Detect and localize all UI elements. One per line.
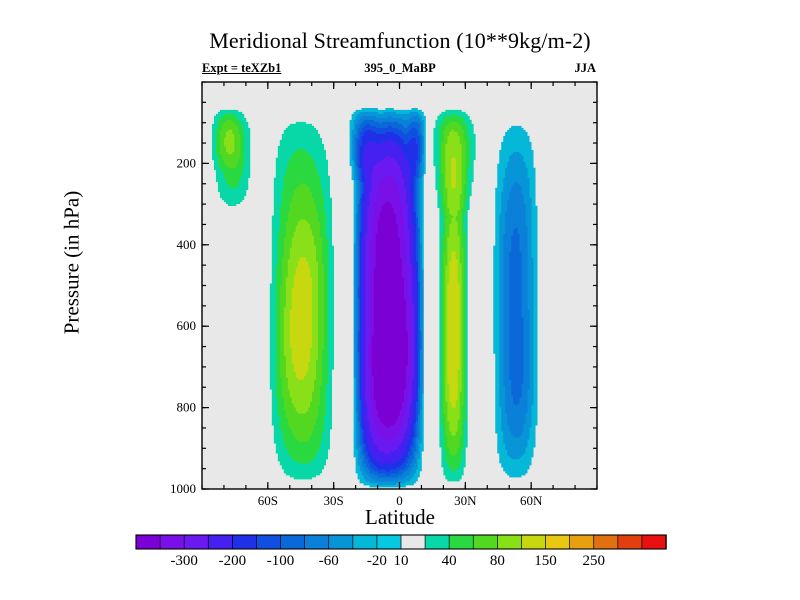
colorbar-cell[interactable] — [232, 534, 258, 550]
colorbar-cell[interactable] — [135, 534, 161, 550]
page-title: Meridional Streamfunction (10**9kg/m-2) — [209, 28, 591, 53]
contour-band — [371, 201, 408, 428]
colorbar-cell[interactable] — [159, 534, 185, 550]
colorbar-label: -20 — [367, 553, 387, 569]
colorbar-label: -100 — [267, 553, 295, 569]
colorbar-cell[interactable] — [328, 534, 354, 550]
axis-tick-label: 600 — [177, 318, 197, 333]
colorbar-label: 250 — [582, 553, 605, 569]
colorbar-label: -60 — [319, 553, 339, 569]
x-axis-title: Latitude — [365, 505, 435, 529]
colorbar-cell[interactable] — [472, 534, 499, 550]
colorbar-cell[interactable] — [280, 534, 306, 550]
contour-band — [211, 109, 476, 482]
colorbar-cell[interactable] — [376, 534, 402, 550]
contour-band — [359, 129, 418, 472]
axis-tick-label: 60S — [258, 493, 278, 508]
contour-band — [349, 107, 538, 488]
contour-band — [219, 119, 466, 456]
experiment-label: Expt = teXZb1 — [202, 61, 282, 75]
colorbar-label: 40 — [442, 553, 457, 569]
colorbar-cell[interactable] — [183, 534, 210, 550]
colorbar-cell[interactable] — [304, 534, 330, 550]
colorbar-cell[interactable] — [352, 534, 378, 550]
colorbar-cell[interactable] — [641, 534, 667, 550]
colorbar-label: -300 — [170, 553, 198, 569]
axis-tick-label: 30N — [454, 493, 477, 508]
axis-tick-label: 400 — [177, 237, 197, 252]
axis-tick-label: 1000 — [170, 481, 196, 496]
axis-tick-label: 60N — [520, 493, 543, 508]
axis-tick-label: 30S — [324, 493, 344, 508]
colorbar: -300 -200 -100 -60 -20 10 40 80 150 250 — [135, 534, 667, 569]
colorbar-frame — [135, 534, 667, 550]
contour-band — [215, 113, 470, 472]
contour-band — [365, 155, 414, 454]
axis-tick-label: 200 — [177, 155, 197, 170]
colorbar-cell[interactable] — [207, 534, 234, 550]
colorbar-label: 150 — [534, 553, 557, 569]
colorbar-cell[interactable] — [521, 534, 547, 550]
axis-tick-label: 800 — [177, 400, 197, 415]
colorbar-cell[interactable] — [424, 534, 450, 550]
colorbar-cell[interactable] — [593, 534, 619, 550]
colorbar-label: 10 — [394, 553, 409, 569]
colorbar-cell[interactable] — [256, 534, 282, 550]
axis-layer: 60S 30S 0 30N 60N 200 400 600 800 1000 — [170, 81, 598, 508]
colorbar-cell[interactable] — [400, 534, 426, 550]
contour-band — [351, 111, 534, 486]
run-label: 395_0_MaBP — [364, 61, 436, 75]
colorbar-cell[interactable] — [617, 534, 643, 550]
contour-band — [361, 139, 416, 464]
contour-fill-layer — [209, 107, 538, 488]
colorbar-cell[interactable] — [448, 534, 475, 550]
colorbar-label: -200 — [219, 553, 247, 569]
colorbar-cell[interactable] — [545, 534, 571, 550]
contour-band — [367, 175, 410, 442]
colorbar-cell[interactable] — [569, 534, 595, 550]
colorbar-label: 80 — [490, 553, 505, 569]
axis-tick-label: 0 — [396, 493, 403, 508]
season-label: JJA — [574, 61, 596, 75]
colorbar-cell[interactable] — [497, 534, 523, 550]
